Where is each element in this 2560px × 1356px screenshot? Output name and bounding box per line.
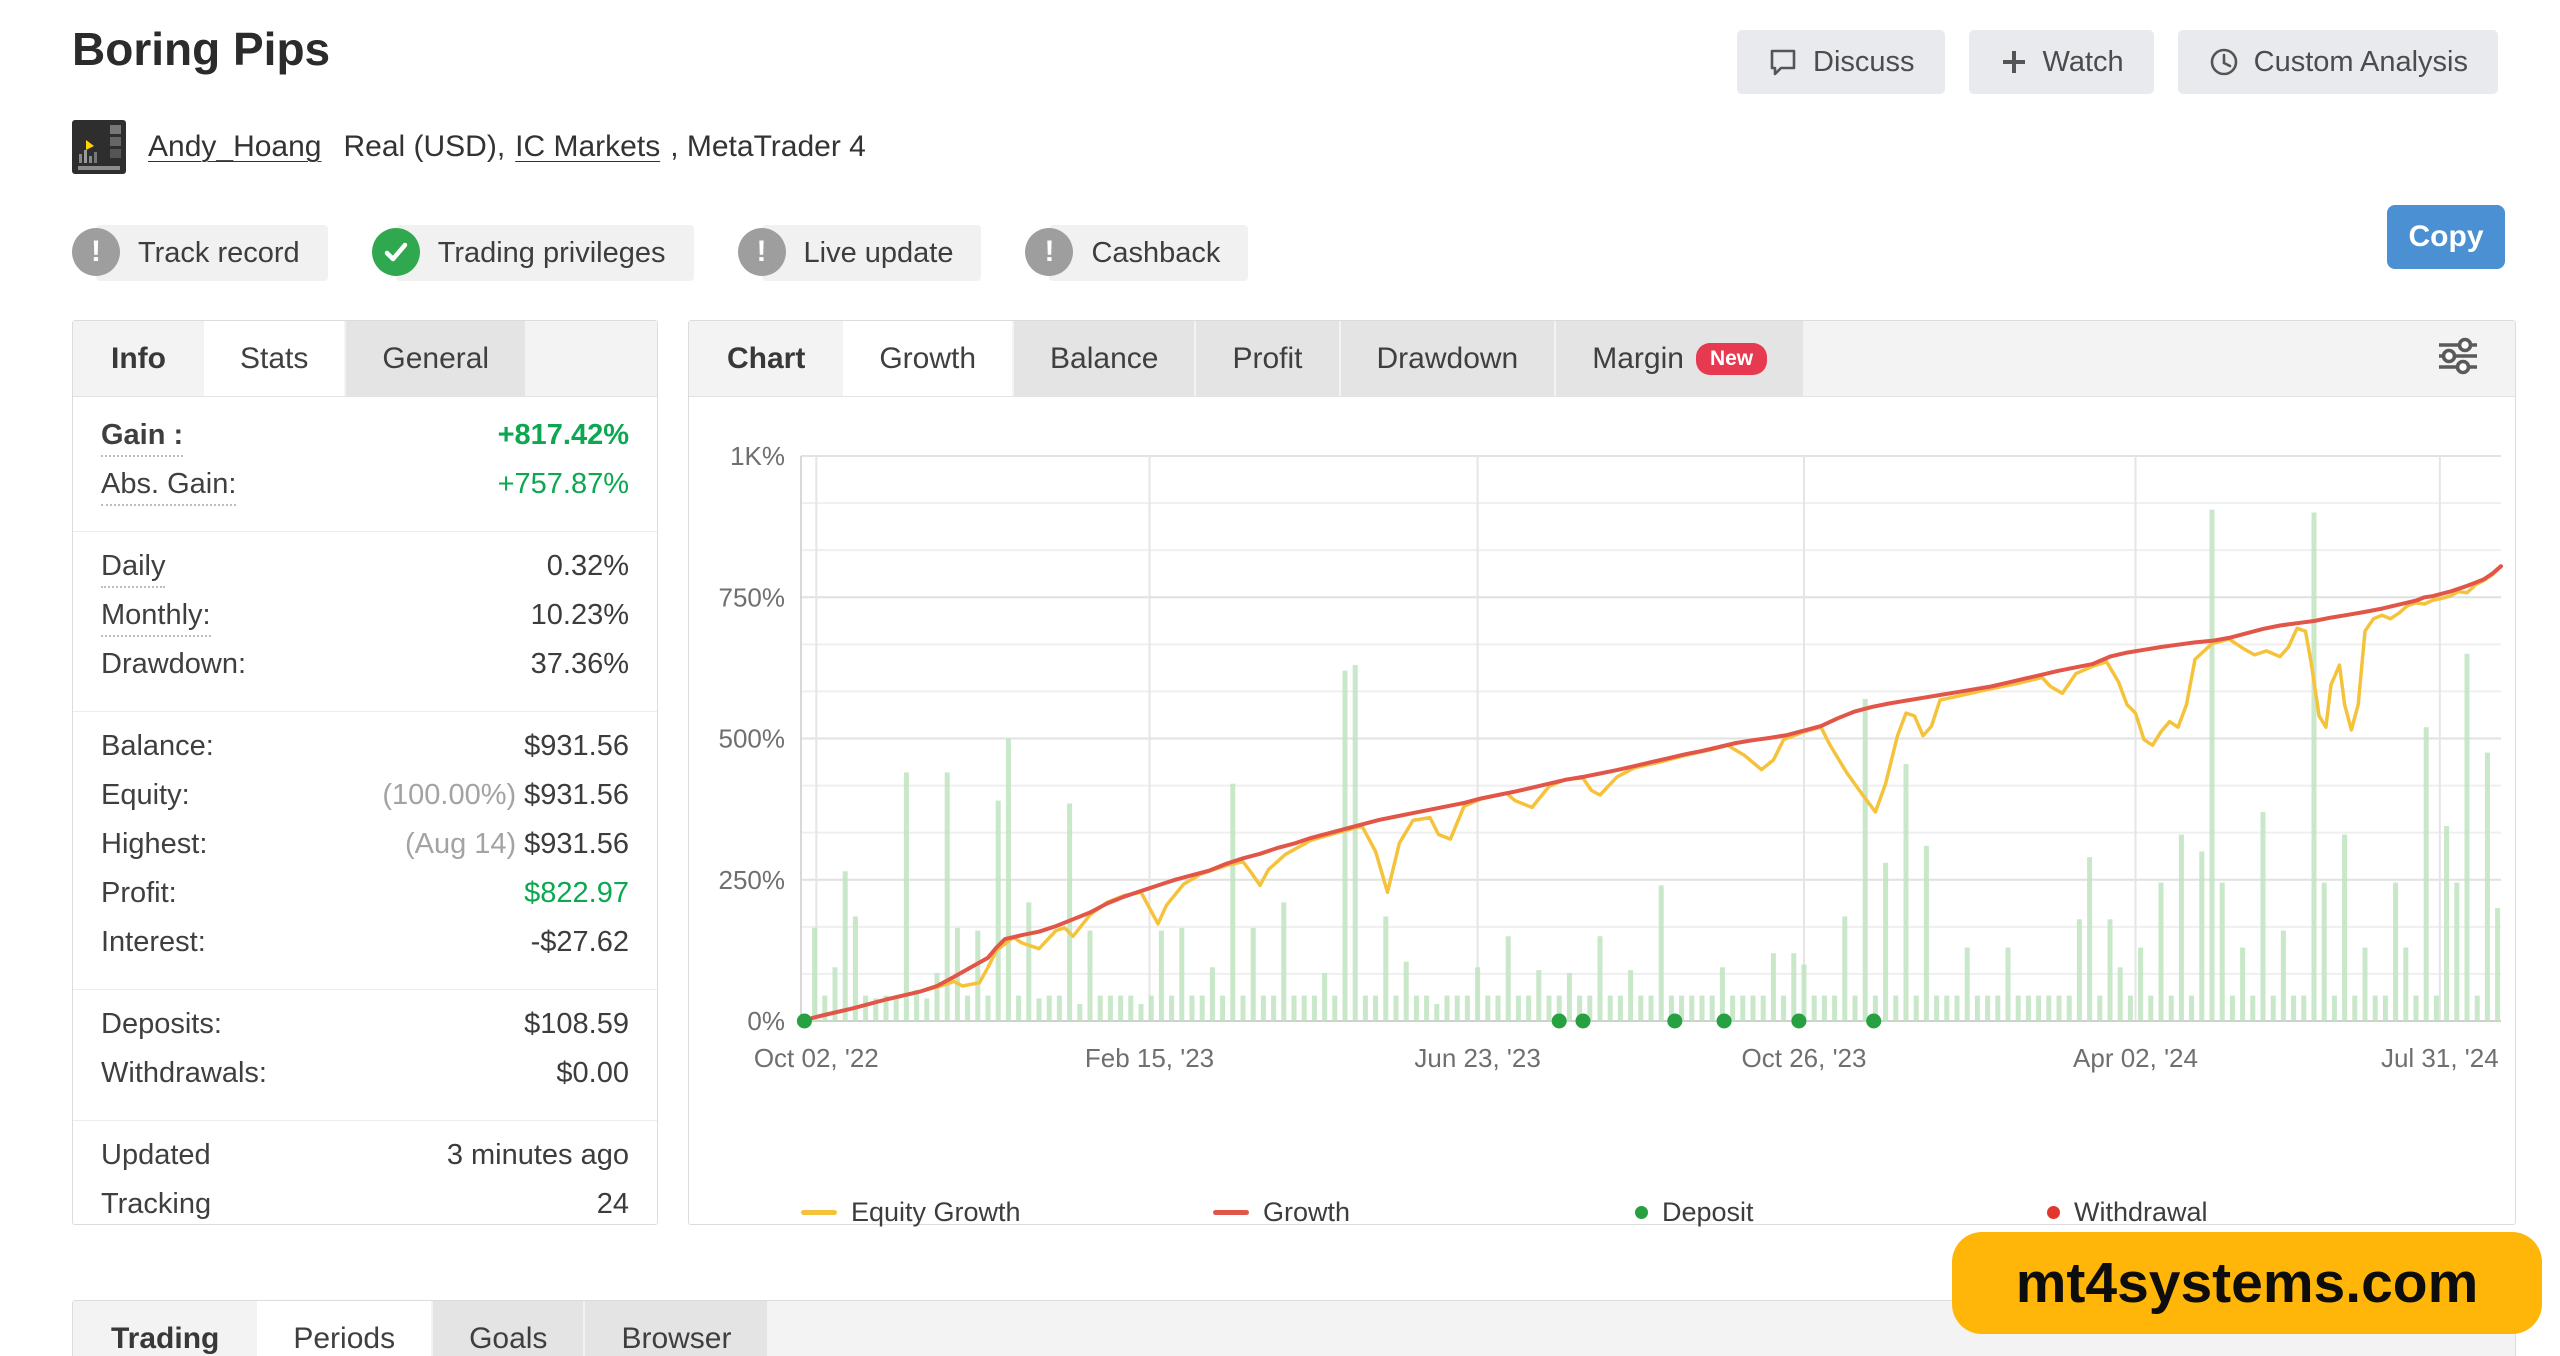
exclamation-icon: ! <box>1025 228 1074 276</box>
tab-margin[interactable]: Margin New <box>1556 321 1806 396</box>
stat-abs-gain: Abs. Gain: +757.87% <box>73 468 657 517</box>
svg-text:Jun 23, '23: Jun 23, '23 <box>1414 1043 1540 1073</box>
legend-equity-growth[interactable]: Equity Growth <box>801 1197 1213 1228</box>
tab-profit[interactable]: Profit <box>1196 321 1341 396</box>
stat-balance: Balance: $931.56 <box>101 730 629 762</box>
divider <box>73 1120 657 1121</box>
badge-label: Cashback <box>1049 225 1249 281</box>
status-badges: ! Track record Trading privileges ! Live… <box>72 222 1249 282</box>
svg-text:0%: 0% <box>747 1006 785 1036</box>
account-type-text: Real (USD), <box>343 130 506 163</box>
exclamation-icon: ! <box>737 228 786 276</box>
copy-button[interactable]: Copy <box>2387 205 2505 269</box>
svg-text:Feb 15, '23: Feb 15, '23 <box>1085 1043 1214 1073</box>
legend-deposit[interactable]: Deposit <box>1625 1197 2037 1228</box>
chart-settings-button[interactable] <box>2401 321 2515 396</box>
chart-panel: Chart Growth Balance Profit Drawdown Mar… <box>688 320 2516 1228</box>
stat-drawdown: Drawdown: 37.36% <box>101 648 629 680</box>
svg-text:1K%: 1K% <box>730 441 785 471</box>
divider <box>73 531 657 532</box>
legend-withdrawal[interactable]: Withdrawal <box>2037 1197 2449 1228</box>
badge-track-record[interactable]: ! Track record <box>72 222 328 282</box>
tab-drawdown[interactable]: Drawdown <box>1340 321 1557 396</box>
page-title: Boring Pips <box>72 23 331 75</box>
mt4systems-watermark[interactable]: mt4systems.com <box>1952 1232 2542 1334</box>
tab-trading[interactable]: Trading <box>111 1321 220 1355</box>
divider <box>73 711 657 712</box>
svg-text:250%: 250% <box>719 865 786 895</box>
legend-growth[interactable]: Growth <box>1213 1197 1625 1228</box>
broker-link[interactable]: IC Markets <box>515 130 661 163</box>
stat-updated: Updated 3 minutes ago <box>101 1139 629 1171</box>
chart-panel-tabs: Chart Growth Balance Profit Drawdown Mar… <box>689 321 2515 397</box>
svg-text:Oct 26, '23: Oct 26, '23 <box>1742 1043 1867 1073</box>
chart-legend: Equity Growth Growth Deposit Withdrawal <box>801 1197 2451 1228</box>
svg-text:500%: 500% <box>719 724 786 754</box>
trader-name-link[interactable]: Andy_Hoang <box>148 130 322 163</box>
plus-icon <box>1999 47 2029 77</box>
watch-label: Watch <box>2042 45 2124 78</box>
deposit-dot-swatch <box>1635 1206 1648 1219</box>
stat-tracking: Tracking 24 <box>101 1188 629 1220</box>
badge-trading-privileges[interactable]: Trading privileges <box>371 222 694 282</box>
custom-analysis-label: Custom Analysis <box>2253 45 2468 78</box>
tab-browser[interactable]: Browser <box>585 1301 770 1356</box>
svg-text:Apr 02, '24: Apr 02, '24 <box>2073 1043 2198 1073</box>
stats-panel: Info Stats General Gain : +817.42% Abs. … <box>72 320 658 1225</box>
tab-balance[interactable]: Balance <box>1014 321 1197 396</box>
badge-label: Live update <box>761 225 982 281</box>
platform-text: , MetaTrader 4 <box>670 130 866 163</box>
equity-line-swatch <box>801 1210 837 1215</box>
header-actions: Discuss Watch Custom Analysis <box>1737 30 2498 94</box>
svg-text:Jul 31, '24: Jul 31, '24 <box>2381 1043 2499 1073</box>
stat-interest: Interest: -$27.62 <box>101 926 629 958</box>
tab-stats[interactable]: Stats <box>203 321 347 396</box>
stat-equity: Equity: (100.00%) $931.56 <box>101 779 629 811</box>
tab-goals[interactable]: Goals <box>433 1301 586 1356</box>
account-line: Andy_Hoang Real (USD), IC Markets , Meta… <box>72 120 866 174</box>
tab-info[interactable]: Info <box>111 341 166 375</box>
badge-label: Trading privileges <box>395 225 694 281</box>
watch-button[interactable]: Watch <box>1968 30 2154 94</box>
exclamation-icon: ! <box>72 228 120 276</box>
discuss-button[interactable]: Discuss <box>1737 30 1945 94</box>
sliders-icon <box>2435 336 2481 381</box>
custom-analysis-button[interactable]: Custom Analysis <box>2177 30 2498 94</box>
withdrawal-dot-swatch <box>2047 1206 2060 1219</box>
tab-growth[interactable]: Growth <box>843 321 1015 396</box>
divider <box>73 989 657 990</box>
chat-icon <box>1767 46 1799 78</box>
growth-chart: 0% 250% 500% 750% 1K% Oct 02, '22 Feb 15, '23 J… <box>719 441 2503 1073</box>
stat-withdrawals: Withdrawals: $0.00 <box>101 1057 629 1089</box>
discuss-label: Discuss <box>1813 45 1915 78</box>
new-badge: New <box>1695 342 1768 375</box>
growth-line-swatch <box>1213 1210 1249 1215</box>
stat-highest: Highest: (Aug 14) $931.56 <box>101 828 629 860</box>
stat-monthly: Monthly: 10.23% <box>73 599 657 648</box>
tab-general[interactable]: General <box>346 321 528 396</box>
clock-icon <box>2208 46 2240 78</box>
badge-cashback[interactable]: ! Cashback <box>1025 222 1249 282</box>
svg-text:Oct 02, '22: Oct 02, '22 <box>754 1043 879 1073</box>
check-icon <box>371 228 420 276</box>
stat-deposits: Deposits: $108.59 <box>101 1008 629 1040</box>
badge-live-update[interactable]: ! Live update <box>737 222 982 282</box>
svg-text:750%: 750% <box>719 582 786 612</box>
tab-periods[interactable]: Periods <box>257 1301 434 1356</box>
stats-panel-tabs: Info Stats General <box>73 321 657 397</box>
badge-label: Track record <box>96 225 328 281</box>
account-avatar <box>72 120 126 174</box>
stat-gain: Gain : +817.42% <box>73 419 657 468</box>
stats-list: Gain : +817.42% Abs. Gain: +757.87% Dail… <box>73 397 657 1237</box>
chart-panel-title: Chart <box>727 341 806 375</box>
stat-daily: Daily 0.32% <box>73 550 657 599</box>
stat-profit: Profit: $822.97 <box>101 877 629 909</box>
